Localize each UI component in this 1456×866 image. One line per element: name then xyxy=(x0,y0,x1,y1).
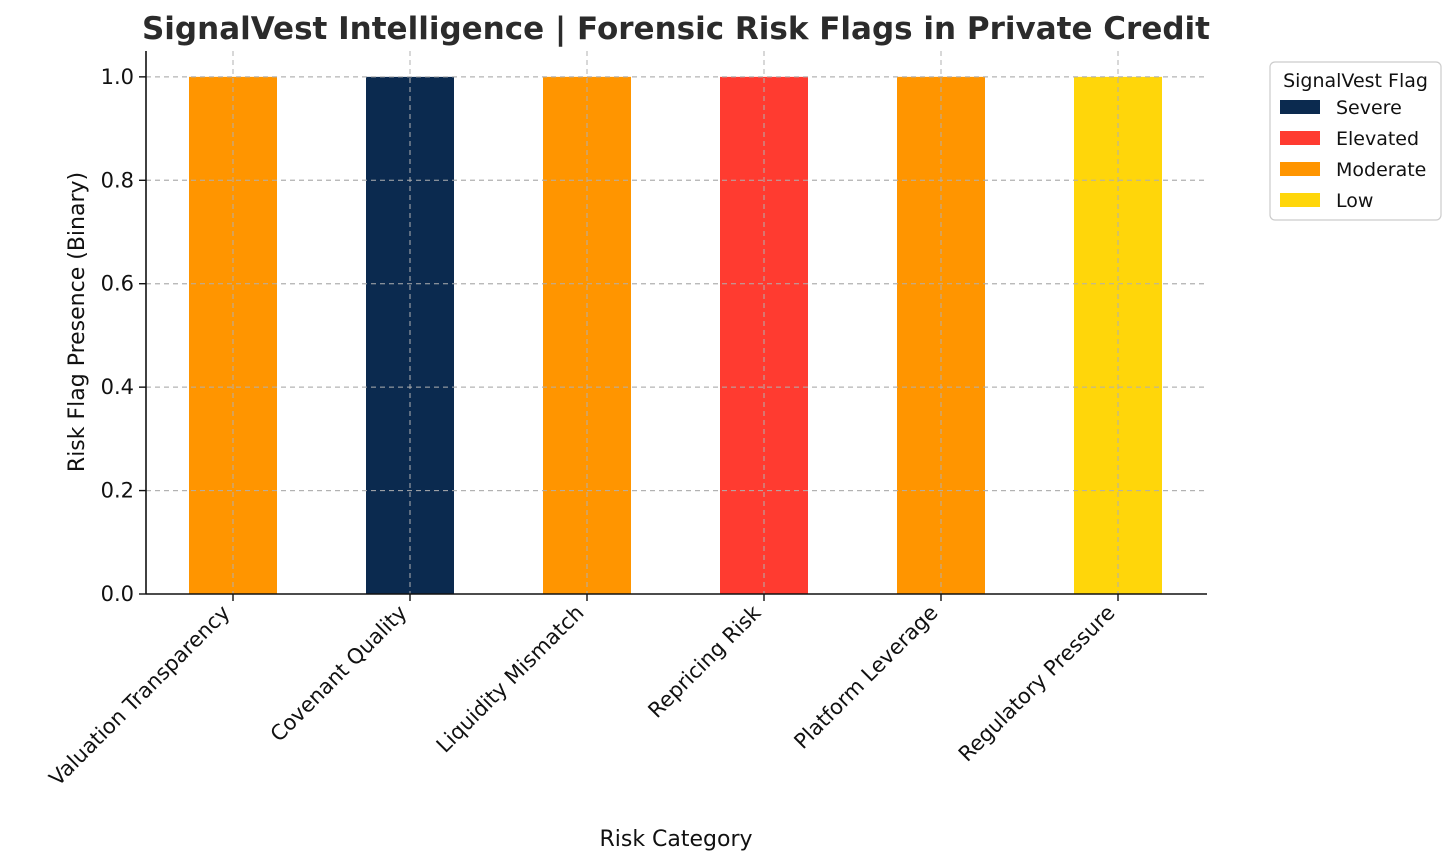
legend-title: SignalVest Flag xyxy=(1283,70,1428,92)
x-tick-label: Liquidity Mismatch xyxy=(432,601,589,758)
chart-title: SignalVest Intelligence | Forensic Risk … xyxy=(142,11,1210,47)
y-tick-label: 0.8 xyxy=(101,168,134,192)
y-tick-label: 1.0 xyxy=(101,65,134,89)
legend-swatch-moderate xyxy=(1280,162,1320,176)
y-tick-label: 0.2 xyxy=(101,479,134,503)
legend-label-moderate: Moderate xyxy=(1336,159,1426,181)
legend-label-severe: Severe xyxy=(1336,97,1402,119)
x-tick-label: Platform Leverage xyxy=(789,601,942,754)
y-tick-label: 0.0 xyxy=(101,582,134,606)
legend: SignalVest Flag Severe Elevated Moderate Lo… xyxy=(1269,61,1442,221)
y-axis-label: Risk Flag Presence (Binary) xyxy=(65,172,90,472)
legend-swatch-low xyxy=(1280,193,1320,207)
x-tick-label: Valuation Transparency xyxy=(45,601,235,791)
x-ticks: Valuation Transparency Covenant Quality Li… xyxy=(45,594,1120,790)
x-tick-label: Repricing Risk xyxy=(643,600,766,723)
bars xyxy=(146,51,1207,595)
y-tick-label: 0.4 xyxy=(101,375,134,399)
y-tick-label: 0.6 xyxy=(101,272,134,296)
x-axis-label: Risk Category xyxy=(599,827,752,852)
y-ticks: 0.0 0.2 0.4 0.6 0.8 1.0 xyxy=(101,65,146,606)
grid-lines xyxy=(146,51,1207,595)
legend-label-elevated: Elevated xyxy=(1336,128,1419,150)
legend-swatch-elevated xyxy=(1280,131,1320,145)
legend-entries: Severe Elevated Moderate Low xyxy=(1280,97,1426,212)
legend-swatch-severe xyxy=(1280,100,1320,114)
x-tick-label: Regulatory Pressure xyxy=(954,601,1120,767)
x-tick-label: Covenant Quality xyxy=(266,601,412,747)
legend-label-low: Low xyxy=(1336,190,1373,212)
